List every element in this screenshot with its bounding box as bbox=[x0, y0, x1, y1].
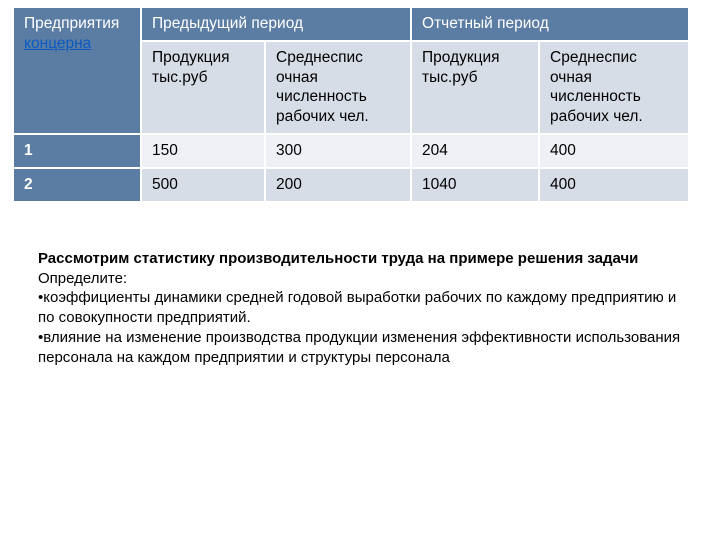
task-text: Рассмотрим статистику производительности… bbox=[38, 249, 684, 368]
hdr-report-period: Отчетный период bbox=[411, 7, 689, 41]
cell: 300 bbox=[265, 134, 411, 168]
row-idx: 2 bbox=[13, 168, 141, 202]
cell: 204 bbox=[411, 134, 539, 168]
hdr-enterprise-link[interactable]: концерна bbox=[24, 35, 91, 52]
cell: 200 bbox=[265, 168, 411, 202]
cell: 1040 bbox=[411, 168, 539, 202]
task-lead: Рассмотрим статистику производительности… bbox=[38, 250, 638, 267]
data-table: Предприятия концерна Предыдущий период О… bbox=[12, 6, 690, 203]
table-row: 2 500 200 1040 400 bbox=[13, 168, 689, 202]
hdr-enterprise: Предприятия концерна bbox=[13, 7, 141, 134]
cell: 400 bbox=[539, 134, 689, 168]
header-row-1: Предприятия концерна Предыдущий период О… bbox=[13, 7, 689, 41]
task-bullet: •влияние на изменение производства проду… bbox=[38, 329, 680, 366]
sub-rep-prod: Продукция тыс.руб bbox=[411, 41, 539, 134]
sub-prev-prod: Продукция тыс.руб bbox=[141, 41, 265, 134]
sub-prev-count: Среднеспис очная численность рабочих чел… bbox=[265, 41, 411, 134]
hdr-enterprise-l1: Предприятия bbox=[24, 15, 119, 32]
task-bullet: •коэффициенты динамики средней годовой в… bbox=[38, 289, 676, 326]
slide: Предприятия концерна Предыдущий период О… bbox=[0, 6, 720, 546]
task-line: Определите: bbox=[38, 270, 127, 287]
row-idx: 1 bbox=[13, 134, 141, 168]
cell: 500 bbox=[141, 168, 265, 202]
cell: 400 bbox=[539, 168, 689, 202]
sub-rep-count: Среднеспис очная численность рабочих чел… bbox=[539, 41, 689, 134]
cell: 150 bbox=[141, 134, 265, 168]
table-row: 1 150 300 204 400 bbox=[13, 134, 689, 168]
hdr-prev-period: Предыдущий период bbox=[141, 7, 411, 41]
